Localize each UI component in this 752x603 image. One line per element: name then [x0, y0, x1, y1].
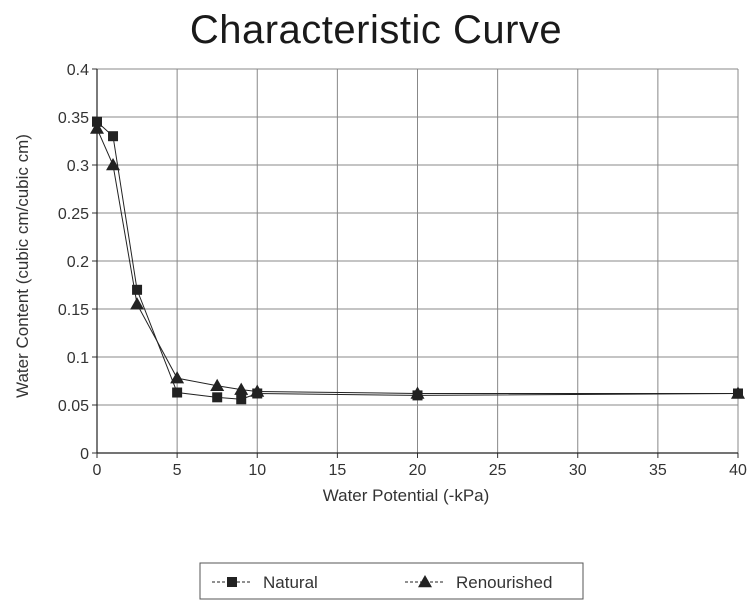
legend-item-natural: Natural: [212, 573, 318, 592]
series-group: [90, 116, 745, 405]
data-point-renourished: [234, 382, 249, 395]
data-point-renourished: [210, 378, 225, 392]
data-point-renourished: [410, 386, 425, 399]
x-tick-label: 35: [649, 462, 667, 479]
x-tick-labels: 0 5 10 15 20 25 30 35 40: [93, 462, 747, 479]
y-axis-label: Water Content (cubic cm/cubic cm): [13, 134, 32, 398]
data-point-renourished: [130, 297, 145, 310]
data-point-natural: [236, 394, 247, 405]
legend: Natural Renourished: [199, 562, 584, 600]
x-axis-label: Water Potential (-kPa): [323, 486, 490, 505]
x-tick-label: 5: [173, 462, 182, 479]
y-tick-label: 0.2: [67, 254, 89, 271]
y-tick-labels: 0 0.05 0.1 0.15 0.2 0.25 0.3 0.35 0.4: [58, 62, 89, 463]
legend-box: [199, 562, 584, 600]
data-point-natural: [108, 131, 119, 142]
x-tick-label: 15: [328, 462, 346, 479]
y-tick-label: 0.3: [67, 158, 89, 175]
legend-label: Natural: [263, 573, 318, 592]
y-tick-label: 0.4: [67, 62, 89, 79]
x-tick-label: 25: [489, 462, 507, 479]
legend-label: Renourished: [456, 573, 552, 592]
data-point-renourished: [90, 121, 104, 134]
series-renourished: [90, 121, 745, 399]
legend-marker-triangle: [418, 575, 432, 588]
legend-marker-square: [227, 577, 237, 587]
legend-item-renourished: Renourished: [405, 573, 552, 592]
y-tick-label: 0: [80, 446, 89, 463]
x-tick-label: 20: [409, 462, 427, 479]
data-point-natural: [172, 387, 183, 398]
x-tick-label: 40: [729, 462, 747, 479]
data-point-natural: [132, 284, 143, 295]
y-tick-label: 0.35: [58, 110, 89, 127]
x-tick-label: 0: [93, 462, 102, 479]
data-point-renourished: [731, 386, 745, 399]
data-point-renourished: [170, 371, 185, 384]
y-tick-label: 0.25: [58, 206, 89, 223]
data-point-renourished: [250, 384, 265, 397]
data-point-natural: [212, 392, 223, 403]
x-tick-label: 30: [569, 462, 587, 479]
y-tick-label: 0.15: [58, 302, 89, 319]
y-tick-label: 0.1: [67, 350, 89, 367]
y-tick-label: 0.05: [58, 398, 89, 415]
chart-title: Characteristic Curve: [189, 8, 563, 52]
data-point-renourished: [106, 158, 121, 171]
x-tick-label: 10: [248, 462, 266, 479]
